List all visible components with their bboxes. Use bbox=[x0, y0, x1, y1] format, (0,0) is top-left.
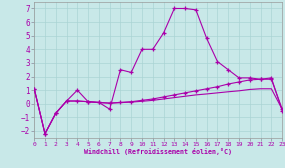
X-axis label: Windchill (Refroidissement éolien,°C): Windchill (Refroidissement éolien,°C) bbox=[84, 148, 232, 155]
